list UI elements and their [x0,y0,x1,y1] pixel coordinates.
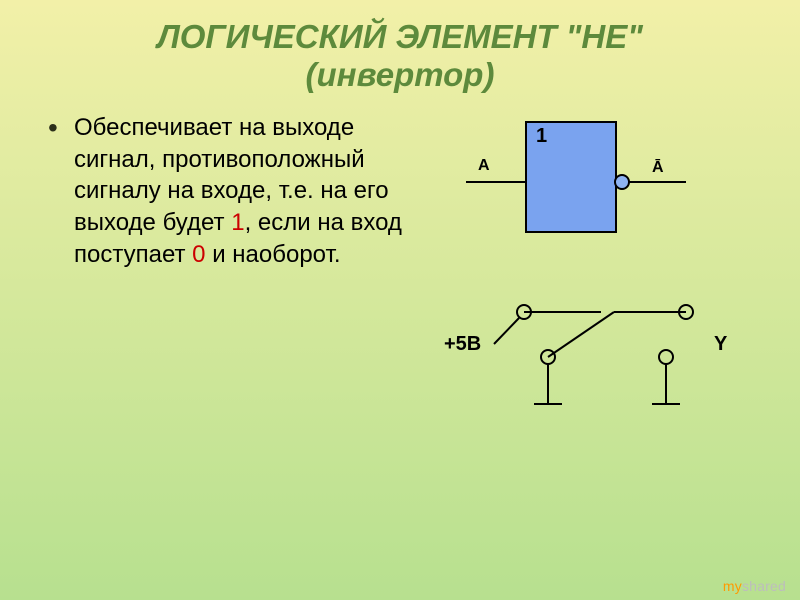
title-line-1: ЛОГИЧЕСКИЙ ЭЛЕМЕНТ "НЕ" [157,18,643,55]
body-text: Обеспечивает на выходе сигнал, противопо… [46,112,416,270]
circuit-switch-arm [548,312,614,357]
diagram-svg: 1 A Ā +5В Y [416,112,756,432]
gate-inversion-bubble [615,175,629,189]
circuit-node-br [659,350,673,364]
watermark-shared: shared [742,578,786,594]
circuit-label-y: Y [714,333,728,355]
watermark-my: my [723,578,742,594]
gate-input-label: A [478,157,490,174]
watermark: myshared [723,578,786,594]
bullet-list: Обеспечивает на выходе сигнал, противопо… [46,112,416,270]
gate-output-label: Ā [652,157,664,176]
content-row: Обеспечивает на выходе сигнал, противопо… [36,112,764,437]
circuit-lead-in [494,318,519,344]
circuit-label-5v: +5В [444,333,481,355]
slide: ЛОГИЧЕСКИЙ ЭЛЕМЕНТ "НЕ" (инвертор) Обесп… [0,0,800,600]
text-column: Обеспечивает на выходе сигнал, противопо… [36,112,416,437]
gate-label-1: 1 [536,125,547,147]
slide-title: ЛОГИЧЕСКИЙ ЭЛЕМЕНТ "НЕ" (инвертор) [36,18,764,94]
diagram-column: 1 A Ā +5В Y [416,112,764,437]
title-line-2: (инвертор) [306,56,495,93]
